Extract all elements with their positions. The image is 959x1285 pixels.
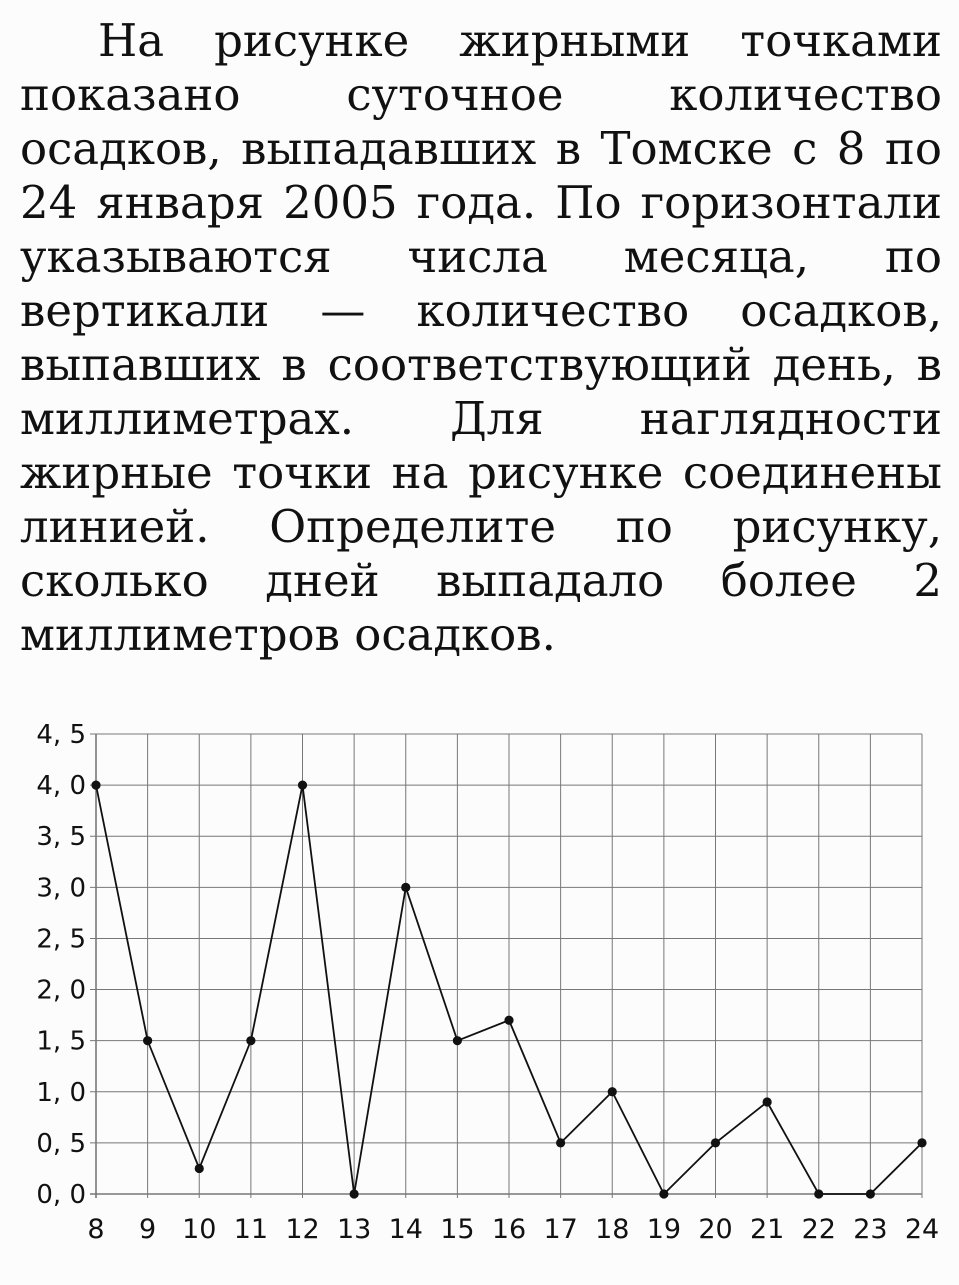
y-tick-label: 4, 5 xyxy=(36,720,86,750)
data-point xyxy=(143,1036,153,1046)
chart-grid xyxy=(90,733,923,1198)
y-tick-label: 1, 0 xyxy=(36,1078,86,1108)
x-tick-label: 23 xyxy=(853,1214,887,1245)
x-tick-label: 24 xyxy=(905,1214,939,1245)
data-point xyxy=(865,1189,875,1199)
data-point xyxy=(607,1087,617,1097)
y-tick-labels: 0, 0 0, 5 1, 0 1, 5 2, 0 2, 5 3, 0 3, 5 4, 0 4, 5 xyxy=(36,720,86,1210)
x-tick-label: 8 xyxy=(87,1214,104,1245)
x-tick-label: 22 xyxy=(802,1214,836,1245)
y-tick-label: 3, 0 xyxy=(36,873,86,903)
problem-text: На рисунке жирными точками показано суто… xyxy=(20,14,942,661)
data-point xyxy=(349,1189,359,1199)
data-point xyxy=(814,1189,824,1199)
precipitation-chart: 0, 0 0, 5 1, 0 1, 5 2, 0 2, 5 3, 0 3, 5 4, 0 4, 5… xyxy=(0,700,959,1280)
x-tick-label: 19 xyxy=(647,1214,681,1245)
x-tick-label: 14 xyxy=(389,1214,423,1245)
x-tick-label: 15 xyxy=(440,1214,474,1245)
data-point xyxy=(659,1189,669,1199)
x-tick-label: 9 xyxy=(139,1214,156,1245)
data-point xyxy=(917,1138,927,1148)
y-tick-label: 2, 0 xyxy=(36,976,86,1006)
x-tick-labels: 8 9 10 11 12 13 14 15 16 17 18 19 20 21 22 23 24 xyxy=(87,1214,939,1245)
x-tick-label: 10 xyxy=(182,1214,216,1245)
x-tick-label: 20 xyxy=(698,1214,732,1245)
y-tick-label: 0, 0 xyxy=(36,1180,86,1210)
data-point xyxy=(194,1163,204,1174)
data-point xyxy=(246,1036,256,1046)
x-tick-label: 12 xyxy=(285,1214,319,1245)
x-tick-label: 21 xyxy=(750,1214,784,1245)
data-point xyxy=(452,1036,462,1046)
x-tick-label: 13 xyxy=(337,1214,371,1245)
data-point xyxy=(710,1138,721,1148)
data-point xyxy=(762,1097,772,1107)
y-tick-label: 0, 5 xyxy=(36,1129,86,1159)
data-point xyxy=(297,780,308,790)
x-tick-label: 11 xyxy=(234,1214,268,1245)
data-point xyxy=(401,882,411,892)
data-point xyxy=(556,1138,566,1148)
data-series xyxy=(91,780,927,1199)
x-tick-label: 16 xyxy=(492,1214,526,1245)
data-point xyxy=(504,1015,514,1025)
y-tick-label: 3, 5 xyxy=(36,822,86,852)
data-point xyxy=(91,780,101,790)
y-tick-label: 4, 0 xyxy=(36,771,86,801)
x-tick-label: 18 xyxy=(595,1214,629,1245)
x-tick-label: 17 xyxy=(543,1214,577,1245)
y-tick-label: 1, 5 xyxy=(36,1027,86,1057)
y-tick-label: 2, 5 xyxy=(36,924,86,954)
chart-svg: 0, 0 0, 5 1, 0 1, 5 2, 0 2, 5 3, 0 3, 5 4, 0 4, 5… xyxy=(36,720,939,1245)
